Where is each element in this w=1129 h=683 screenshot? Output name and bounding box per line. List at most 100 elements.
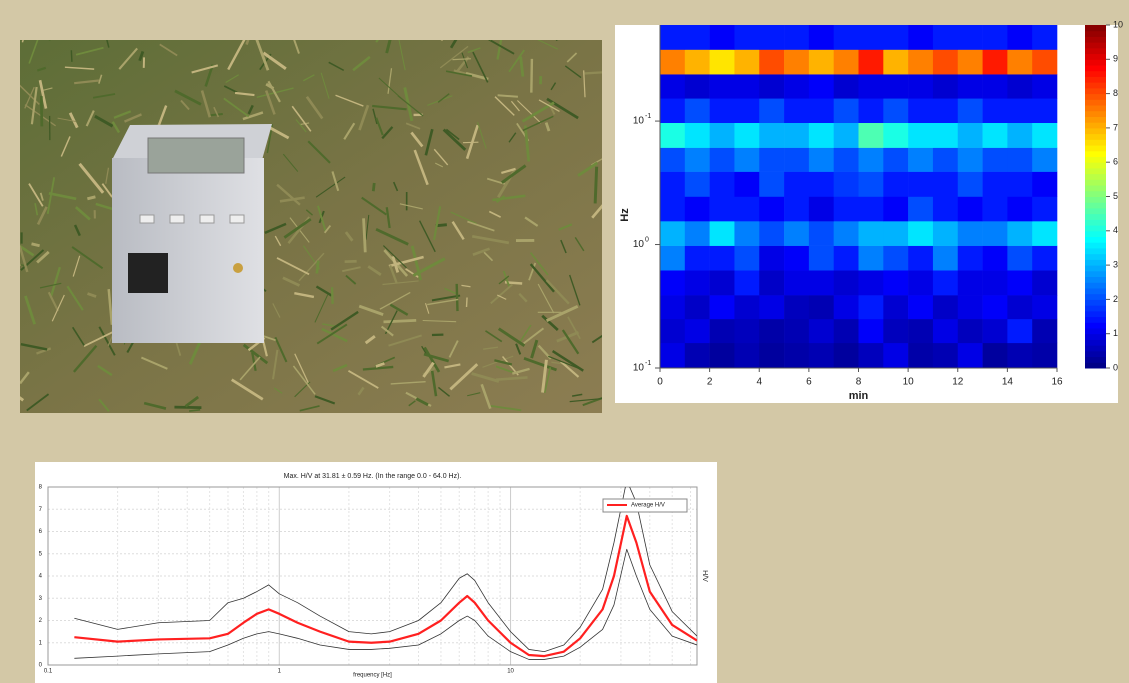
heat-cell	[833, 221, 859, 246]
grass-blade	[494, 96, 515, 116]
grass-blade	[36, 66, 47, 72]
heat-cell	[858, 270, 884, 296]
heat-cell	[883, 295, 909, 320]
grass-blade	[36, 347, 52, 355]
grass-blade	[412, 257, 446, 277]
grass-blade	[24, 86, 35, 109]
grass-blade	[387, 68, 393, 94]
heat-cell	[957, 318, 983, 344]
grass-blade	[362, 365, 394, 371]
grass-blade	[425, 302, 430, 314]
grass-blade	[20, 264, 26, 267]
grass-blade	[445, 70, 473, 77]
x-tick-label: 12	[952, 377, 964, 388]
colorbar-segment	[1085, 305, 1106, 312]
heat-cell	[684, 147, 710, 172]
heat-cell	[1007, 318, 1033, 344]
heat-cell	[908, 122, 934, 148]
heat-cell	[734, 25, 760, 50]
grass-blade	[60, 136, 71, 157]
grass-blade	[485, 330, 503, 343]
heat-cell	[932, 342, 959, 369]
grass-blade	[234, 91, 255, 97]
colorbar-segment	[1085, 127, 1106, 135]
heat-cell	[883, 49, 909, 75]
grass-blade	[225, 74, 239, 83]
heat-cell	[833, 98, 859, 124]
grass-blade	[591, 204, 602, 219]
heat-cell	[759, 74, 785, 99]
grass-blade	[449, 40, 458, 49]
grass-blade	[382, 245, 407, 269]
grass-blade	[544, 122, 551, 132]
grass-blade	[408, 400, 416, 407]
heat-cell	[1007, 25, 1033, 50]
heat-cell	[858, 221, 884, 246]
grass-blade	[98, 398, 110, 412]
heat-cell	[1007, 98, 1033, 124]
grass-blade	[571, 393, 583, 397]
chart-title: Max. H/V at 31.81 ± 0.59 Hz. (In the ran…	[284, 473, 462, 480]
heat-cell	[1032, 171, 1058, 197]
heat-cell	[759, 122, 785, 148]
grass-blade	[276, 257, 310, 276]
colorbar-segment	[1085, 219, 1106, 226]
grass-blade	[439, 45, 469, 69]
heat-cell	[808, 171, 834, 197]
grass-blade	[294, 353, 310, 385]
grass-blade	[497, 94, 519, 98]
grass-blade	[444, 363, 461, 369]
grass-blade	[433, 148, 449, 166]
grass-blade	[508, 132, 517, 143]
heat-cell	[784, 295, 810, 320]
grass-blade	[223, 85, 238, 94]
grass-blade	[48, 192, 77, 201]
heat-cell	[684, 49, 710, 75]
grass-blade	[314, 395, 336, 405]
grass-blade	[344, 231, 354, 242]
heat-cell	[759, 196, 785, 222]
heat-cell	[734, 196, 760, 222]
grass-blade	[510, 100, 520, 112]
colorbar-segment	[1085, 236, 1106, 243]
grass-blade	[200, 90, 212, 118]
heat-cell	[660, 342, 686, 369]
grass-blade	[305, 209, 313, 216]
grass-blade	[20, 371, 30, 385]
heat-cell	[982, 342, 1008, 369]
heat-cell	[734, 318, 760, 344]
y-tick-label: 10	[633, 116, 645, 127]
heat-cell	[808, 74, 834, 99]
grass-blade	[560, 360, 580, 378]
grass-blade	[364, 334, 376, 345]
grass-blade	[302, 74, 315, 82]
colorbar-segment	[1085, 207, 1106, 215]
heat-cell	[932, 25, 959, 50]
colorbar-segment	[1085, 42, 1106, 49]
heat-cell	[932, 147, 959, 172]
colorbar-tick-label: 7	[1113, 122, 1118, 132]
grass-blade	[105, 167, 110, 184]
grass-blade	[143, 401, 167, 410]
grass-blade	[331, 171, 340, 192]
heat-cell	[1007, 245, 1033, 271]
grass-blade	[545, 305, 579, 323]
grass-blade	[419, 220, 436, 253]
heat-cell	[1007, 295, 1033, 320]
grass-blade	[83, 329, 116, 347]
heat-cell	[883, 25, 909, 50]
heat-cell	[833, 25, 859, 50]
heat-cell	[684, 74, 710, 99]
heat-cell	[858, 147, 884, 172]
heat-cell	[1007, 122, 1033, 148]
grass-blade	[483, 346, 499, 350]
grass-blade	[330, 310, 359, 331]
grass-blade	[569, 274, 581, 306]
heat-cell	[759, 25, 785, 50]
y-tick-label: 10	[633, 239, 645, 250]
grass-blade	[78, 162, 105, 194]
grass-blade	[85, 110, 95, 127]
grass-blade	[247, 104, 254, 115]
heat-cell	[982, 147, 1008, 172]
colorbar-segment	[1085, 139, 1106, 146]
